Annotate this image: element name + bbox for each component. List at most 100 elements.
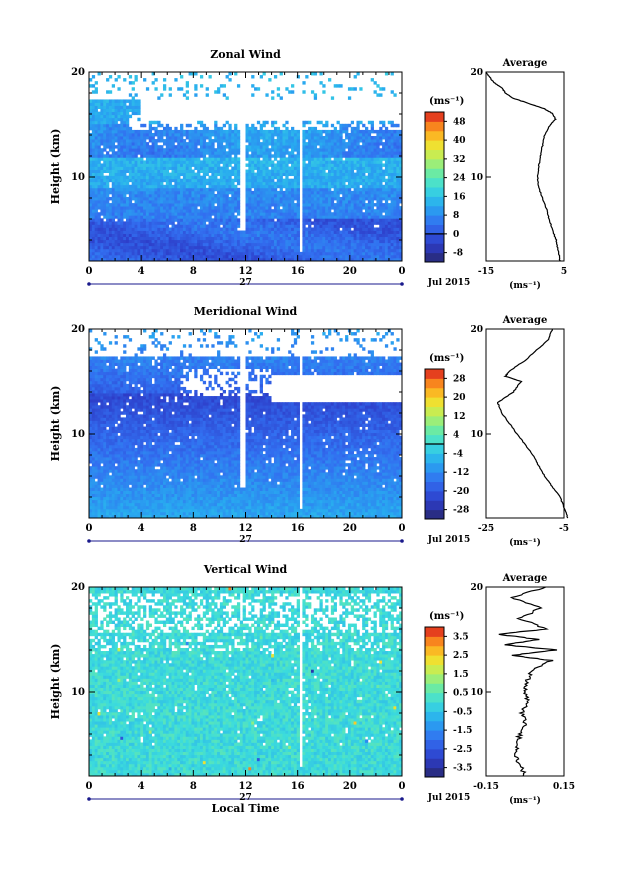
heatmap-cell	[353, 163, 357, 167]
heatmap-cell	[350, 193, 355, 198]
heatmap-cell	[376, 151, 380, 155]
heatmap-cell	[256, 242, 261, 247]
heatmap-cell	[293, 132, 298, 137]
heatmap-cell	[225, 196, 229, 201]
heatmap-cell	[194, 227, 198, 231]
heatmap-cell	[342, 203, 346, 207]
heatmap-cell	[245, 242, 249, 247]
heatmap-cell	[165, 251, 170, 256]
heatmap-cell	[382, 129, 386, 134]
heatmap-cell	[231, 218, 235, 222]
heatmap-cell	[316, 203, 320, 207]
heatmap-cell	[199, 181, 204, 186]
heatmap-cell	[143, 257, 147, 261]
heatmap-cell	[256, 233, 261, 238]
heatmap-cell	[390, 123, 394, 128]
heatmap-cell	[148, 120, 152, 125]
heatmap-cell	[100, 126, 104, 131]
heatmap-cell	[273, 166, 278, 170]
heatmap-cell	[208, 178, 212, 183]
heatmap-cell	[234, 251, 238, 256]
heatmap-cell	[103, 236, 107, 241]
heatmap-cell	[228, 200, 232, 204]
heatmap-cell	[328, 200, 332, 204]
heatmap-cell	[177, 190, 181, 195]
heatmap-cell	[94, 142, 98, 146]
heatmap-cell	[384, 187, 389, 192]
heatmap-cell	[325, 172, 329, 177]
heatmap-cell	[160, 209, 164, 213]
heatmap-cell	[256, 196, 261, 201]
heatmap-cell	[328, 142, 332, 146]
heatmap-cell	[282, 145, 286, 149]
heatmap-cell	[325, 190, 329, 195]
heatmap-cell	[376, 166, 380, 170]
heatmap-cell	[271, 245, 275, 250]
heatmap-cell	[208, 209, 212, 213]
heatmap-cell	[296, 224, 300, 228]
heatmap-cell	[106, 132, 110, 137]
heatmap-cell	[100, 242, 104, 247]
heatmap-cell	[347, 236, 352, 241]
heatmap-cell	[120, 193, 124, 198]
heatmap-cell	[273, 251, 278, 256]
heatmap-cell	[268, 169, 272, 173]
heatmap-cell	[251, 224, 255, 228]
heatmap-cell	[191, 163, 195, 167]
heatmap-cell	[302, 230, 306, 234]
heatmap-cell	[177, 169, 181, 173]
heatmap-cell	[123, 212, 127, 216]
heatmap-cell	[106, 248, 110, 253]
heatmap-cell	[94, 236, 98, 241]
heatmap-cell	[217, 212, 221, 216]
heatmap-cell	[91, 239, 96, 244]
heatmap-cell	[399, 245, 402, 250]
heatmap-cell	[157, 203, 161, 207]
heatmap-cell	[180, 251, 184, 256]
heatmap-cell	[356, 236, 360, 241]
heatmap-cell	[185, 169, 189, 173]
heatmap-cell	[125, 99, 130, 103]
heatmap-cell	[256, 120, 261, 125]
heatmap-cell	[393, 212, 397, 216]
heatmap-cell	[268, 221, 272, 225]
heatmap-cell	[319, 136, 323, 140]
heatmap-cell	[151, 163, 155, 167]
heatmap-cell	[271, 224, 275, 228]
heatmap-cell	[342, 215, 346, 219]
heatmap-cell	[137, 190, 141, 195]
heatmap-cell	[157, 163, 161, 167]
heatmap-cell	[117, 163, 121, 167]
heatmap-cell	[299, 254, 303, 259]
heatmap-cell	[202, 221, 207, 225]
heatmap-cell	[387, 184, 392, 189]
heatmap-cell	[373, 251, 377, 256]
heatmap-cell	[162, 218, 167, 222]
heatmap-cell	[228, 221, 232, 225]
heatmap-cell	[353, 154, 357, 158]
heatmap-cell	[128, 132, 133, 137]
heatmap-cell	[194, 157, 198, 161]
heatmap-cell	[185, 96, 189, 100]
heatmap-cell	[125, 126, 130, 131]
heatmap-cell	[353, 139, 357, 143]
heatmap-cell	[342, 230, 346, 234]
heatmap-cell	[288, 157, 292, 161]
heatmap-cell	[379, 126, 383, 131]
heatmap-cell	[103, 242, 107, 247]
heatmap-cell	[319, 239, 323, 244]
heatmap-cell	[140, 123, 144, 128]
heatmap-cell	[234, 224, 238, 228]
heatmap-cell	[185, 123, 189, 128]
heatmap-cell	[219, 187, 224, 192]
heatmap-cell	[157, 129, 161, 134]
heatmap-cell	[97, 200, 101, 204]
heatmap-cell	[123, 169, 127, 173]
heatmap-cell	[114, 184, 118, 189]
heatmap-cell	[256, 193, 261, 198]
heatmap-cell	[217, 139, 221, 143]
heatmap-cell	[325, 163, 329, 167]
heatmap-cell	[123, 145, 127, 149]
heatmap-cell	[379, 245, 383, 250]
heatmap-cell	[103, 157, 107, 161]
